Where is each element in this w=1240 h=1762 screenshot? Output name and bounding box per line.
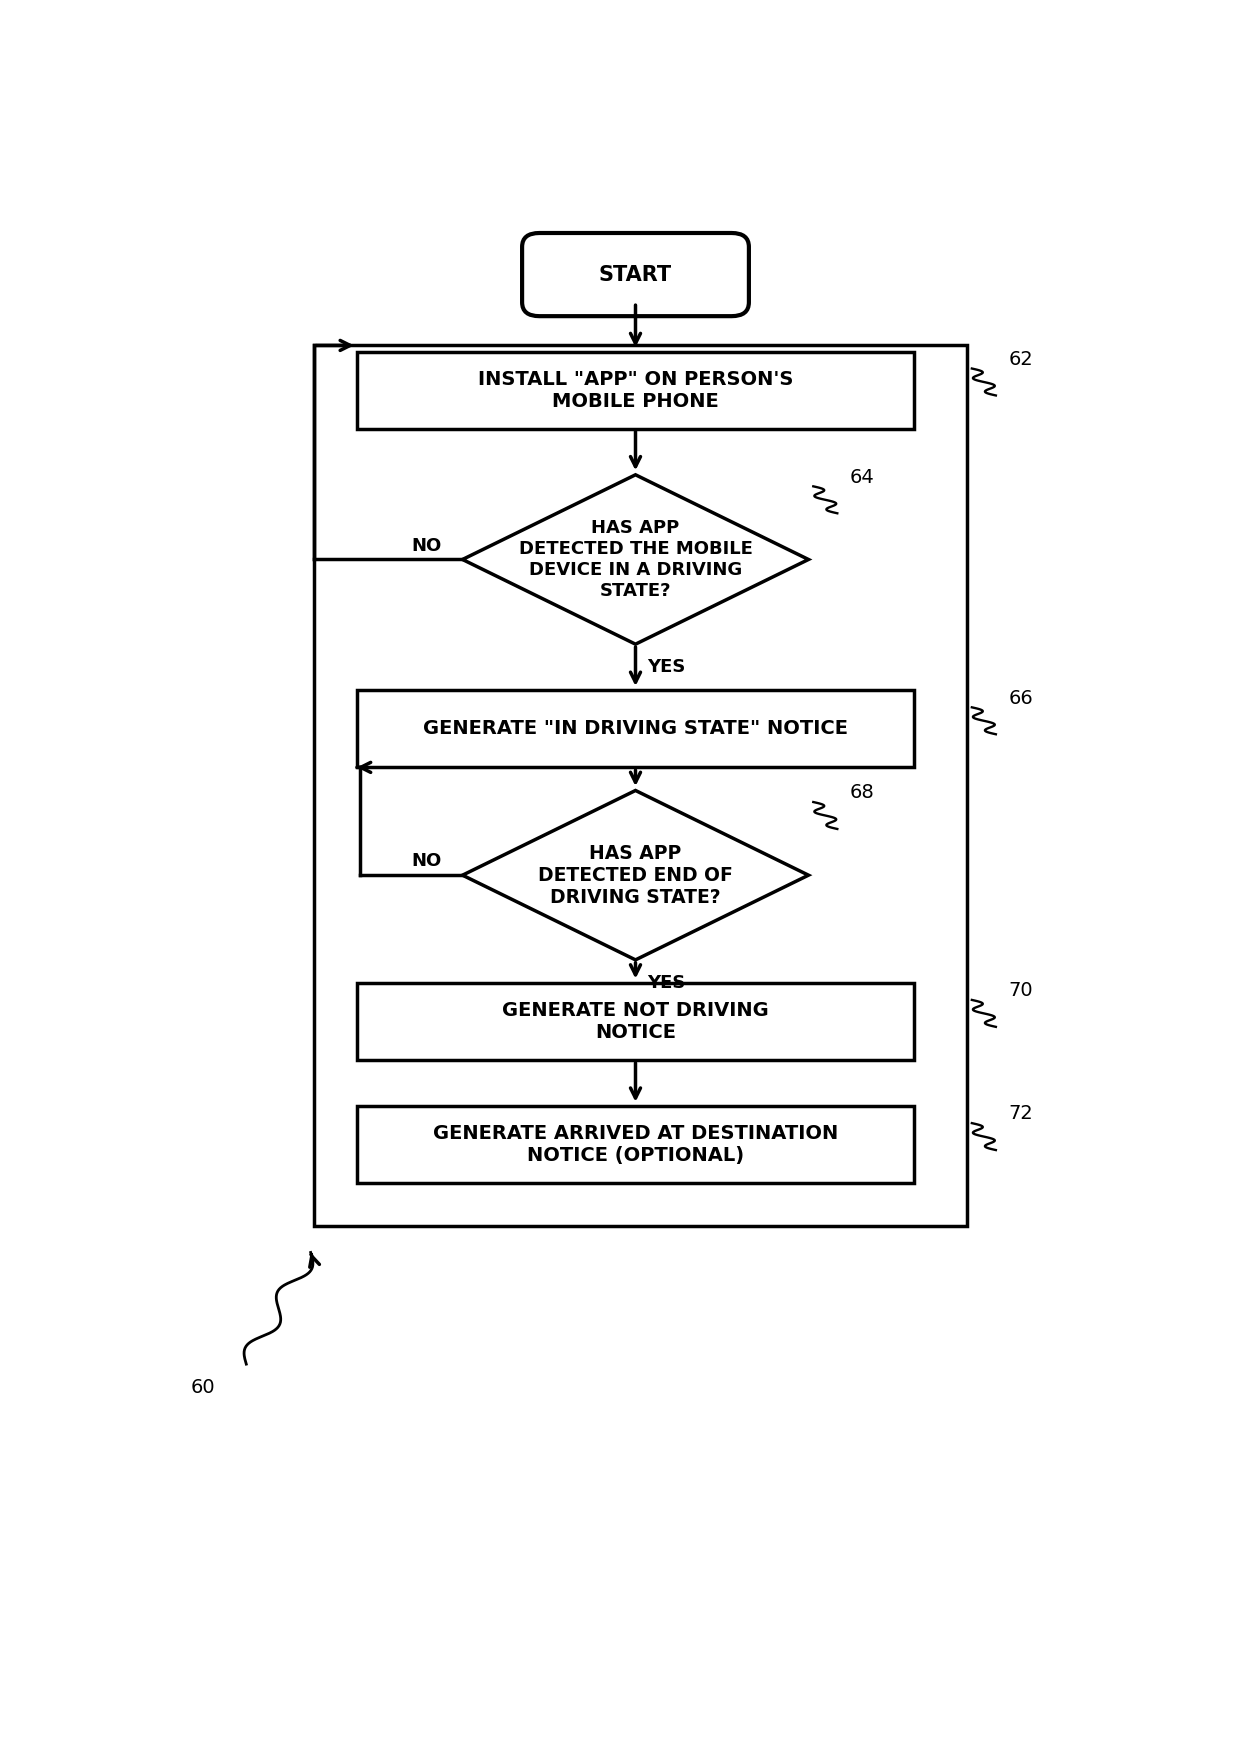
- Text: GENERATE "IN DRIVING STATE" NOTICE: GENERATE "IN DRIVING STATE" NOTICE: [423, 719, 848, 738]
- Text: INSTALL "APP" ON PERSON'S
MOBILE PHONE: INSTALL "APP" ON PERSON'S MOBILE PHONE: [477, 370, 794, 411]
- Text: GENERATE NOT DRIVING
NOTICE: GENERATE NOT DRIVING NOTICE: [502, 1001, 769, 1041]
- Text: HAS APP
DETECTED END OF
DRIVING STATE?: HAS APP DETECTED END OF DRIVING STATE?: [538, 844, 733, 907]
- Text: 66: 66: [1008, 689, 1033, 708]
- Text: NO: NO: [412, 537, 441, 555]
- Text: 60: 60: [191, 1378, 216, 1397]
- Bar: [314, 345, 967, 1226]
- Bar: [357, 983, 914, 1061]
- Bar: [357, 352, 914, 428]
- Text: 62: 62: [1008, 351, 1033, 368]
- Bar: [357, 1107, 914, 1182]
- Text: NO: NO: [412, 853, 441, 870]
- Text: 72: 72: [1008, 1105, 1033, 1124]
- Text: 70: 70: [1008, 981, 1033, 1001]
- Text: 68: 68: [849, 784, 874, 802]
- Text: HAS APP
DETECTED THE MOBILE
DEVICE IN A DRIVING
STATE?: HAS APP DETECTED THE MOBILE DEVICE IN A …: [518, 520, 753, 599]
- Text: GENERATE ARRIVED AT DESTINATION
NOTICE (OPTIONAL): GENERATE ARRIVED AT DESTINATION NOTICE (…: [433, 1124, 838, 1165]
- Bar: [357, 691, 914, 768]
- Polygon shape: [463, 474, 808, 645]
- FancyBboxPatch shape: [522, 233, 749, 315]
- Text: START: START: [599, 264, 672, 285]
- Text: YES: YES: [647, 657, 686, 677]
- Polygon shape: [463, 791, 808, 960]
- Text: YES: YES: [647, 974, 686, 992]
- Text: 64: 64: [849, 467, 874, 486]
